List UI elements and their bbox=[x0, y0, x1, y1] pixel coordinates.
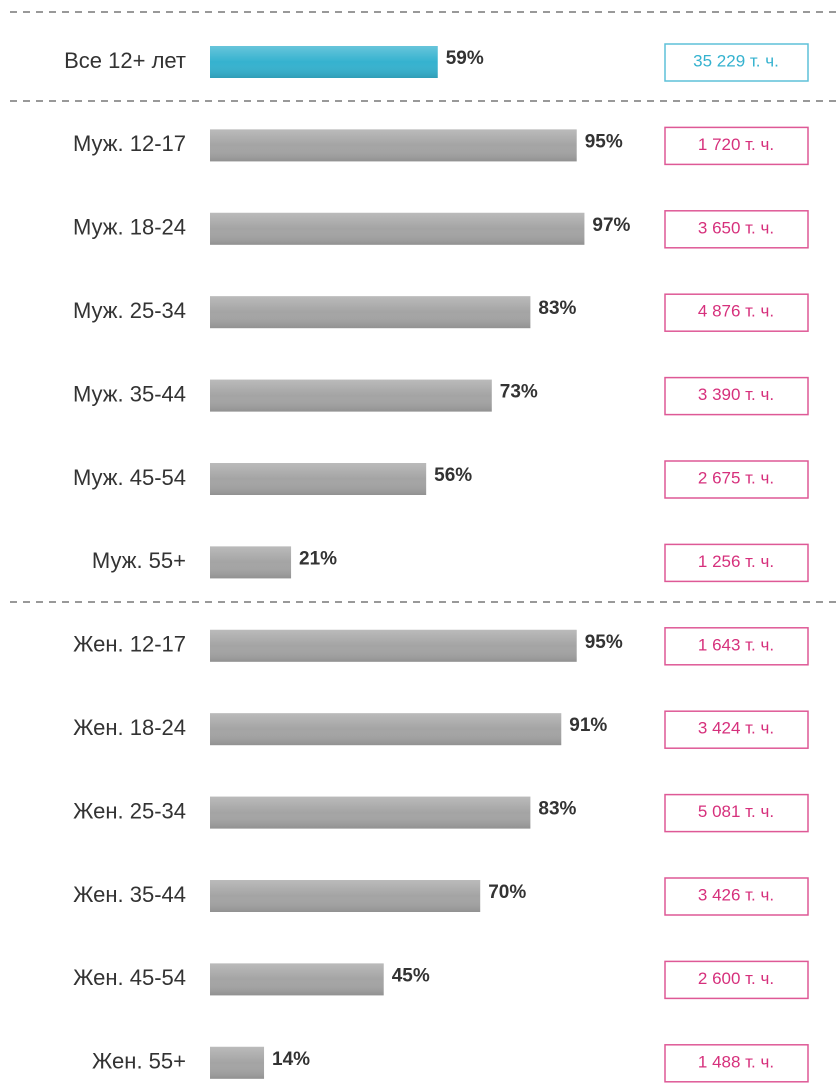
total-box bbox=[664, 543, 809, 583]
value-label: 91% bbox=[569, 715, 607, 736]
value-label: 14% bbox=[272, 1049, 310, 1070]
total-box bbox=[664, 793, 809, 833]
value-label: 45% bbox=[392, 965, 430, 986]
bar-shade bbox=[210, 1046, 265, 1079]
category-label: Жен. 12-17 bbox=[73, 632, 186, 657]
total-box bbox=[664, 126, 809, 166]
value-label: 95% bbox=[585, 131, 623, 152]
bar-shade bbox=[210, 963, 384, 996]
total-label: 35 229 т. ч. bbox=[693, 51, 779, 70]
category-label: Жен. 35-44 bbox=[73, 882, 186, 907]
category-label: Муж. 55+ bbox=[92, 548, 186, 573]
total-box bbox=[664, 960, 809, 1000]
category-label: Жен. 25-34 bbox=[73, 798, 186, 823]
total-box bbox=[664, 627, 809, 666]
total-label: 5 081 т. ч. bbox=[698, 802, 774, 821]
category-label: Все 12+ лет bbox=[64, 48, 186, 73]
bar-shade bbox=[210, 296, 531, 329]
total-box bbox=[664, 376, 809, 416]
total-label: 3 390 т. ч. bbox=[698, 385, 774, 404]
total-label: 3 426 т. ч. bbox=[698, 885, 774, 904]
value-label: 59% bbox=[446, 48, 484, 69]
category-label: Муж. 18-24 bbox=[73, 215, 186, 240]
category-label: Жен. 45-54 bbox=[73, 965, 186, 990]
total-label: 2 600 т. ч. bbox=[698, 969, 774, 988]
total-label: 1 488 т. ч. bbox=[698, 1052, 774, 1071]
total-box bbox=[664, 293, 809, 332]
bar-shade bbox=[210, 212, 585, 245]
total-box bbox=[664, 710, 809, 749]
bar-shade bbox=[210, 379, 492, 412]
bar-shade bbox=[210, 629, 577, 662]
category-label: Муж. 12-17 bbox=[73, 131, 186, 156]
bar-shade bbox=[210, 546, 292, 579]
category-label: Муж. 35-44 bbox=[73, 381, 186, 406]
value-label: 21% bbox=[299, 548, 337, 569]
total-box bbox=[664, 1044, 809, 1083]
bar-shade bbox=[210, 796, 531, 829]
bar-shade bbox=[210, 880, 481, 912]
bar-shade bbox=[210, 713, 562, 746]
total-box bbox=[664, 210, 809, 249]
category-label: Жен. 18-24 bbox=[73, 715, 186, 740]
category-label: Муж. 45-54 bbox=[73, 465, 186, 490]
total-label: 4 876 т. ч. bbox=[698, 302, 774, 321]
value-label: 83% bbox=[538, 799, 576, 820]
total-label: 1 643 т. ч. bbox=[698, 635, 774, 654]
total-label: 3 424 т. ч. bbox=[698, 719, 774, 738]
value-label: 70% bbox=[488, 882, 526, 903]
value-label: 97% bbox=[592, 215, 630, 236]
total-box bbox=[664, 877, 809, 916]
value-label: 73% bbox=[500, 382, 538, 403]
total-box bbox=[664, 43, 809, 82]
value-label: 83% bbox=[538, 298, 576, 319]
value-label: 56% bbox=[434, 465, 472, 486]
total-label: 3 650 т. ч. bbox=[698, 218, 774, 237]
bar-shade bbox=[210, 46, 438, 78]
value-label: 95% bbox=[585, 632, 623, 653]
total-label: 2 675 т. ч. bbox=[698, 468, 774, 487]
total-label: 1 256 т. ч. bbox=[698, 552, 774, 571]
category-label: Муж. 25-34 bbox=[73, 298, 186, 323]
total-box bbox=[664, 460, 809, 499]
bar-shade bbox=[210, 129, 577, 162]
category-label: Жен. 55+ bbox=[92, 1049, 186, 1074]
total-label: 1 720 т. ч. bbox=[698, 135, 774, 154]
bar-shade bbox=[210, 463, 427, 495]
